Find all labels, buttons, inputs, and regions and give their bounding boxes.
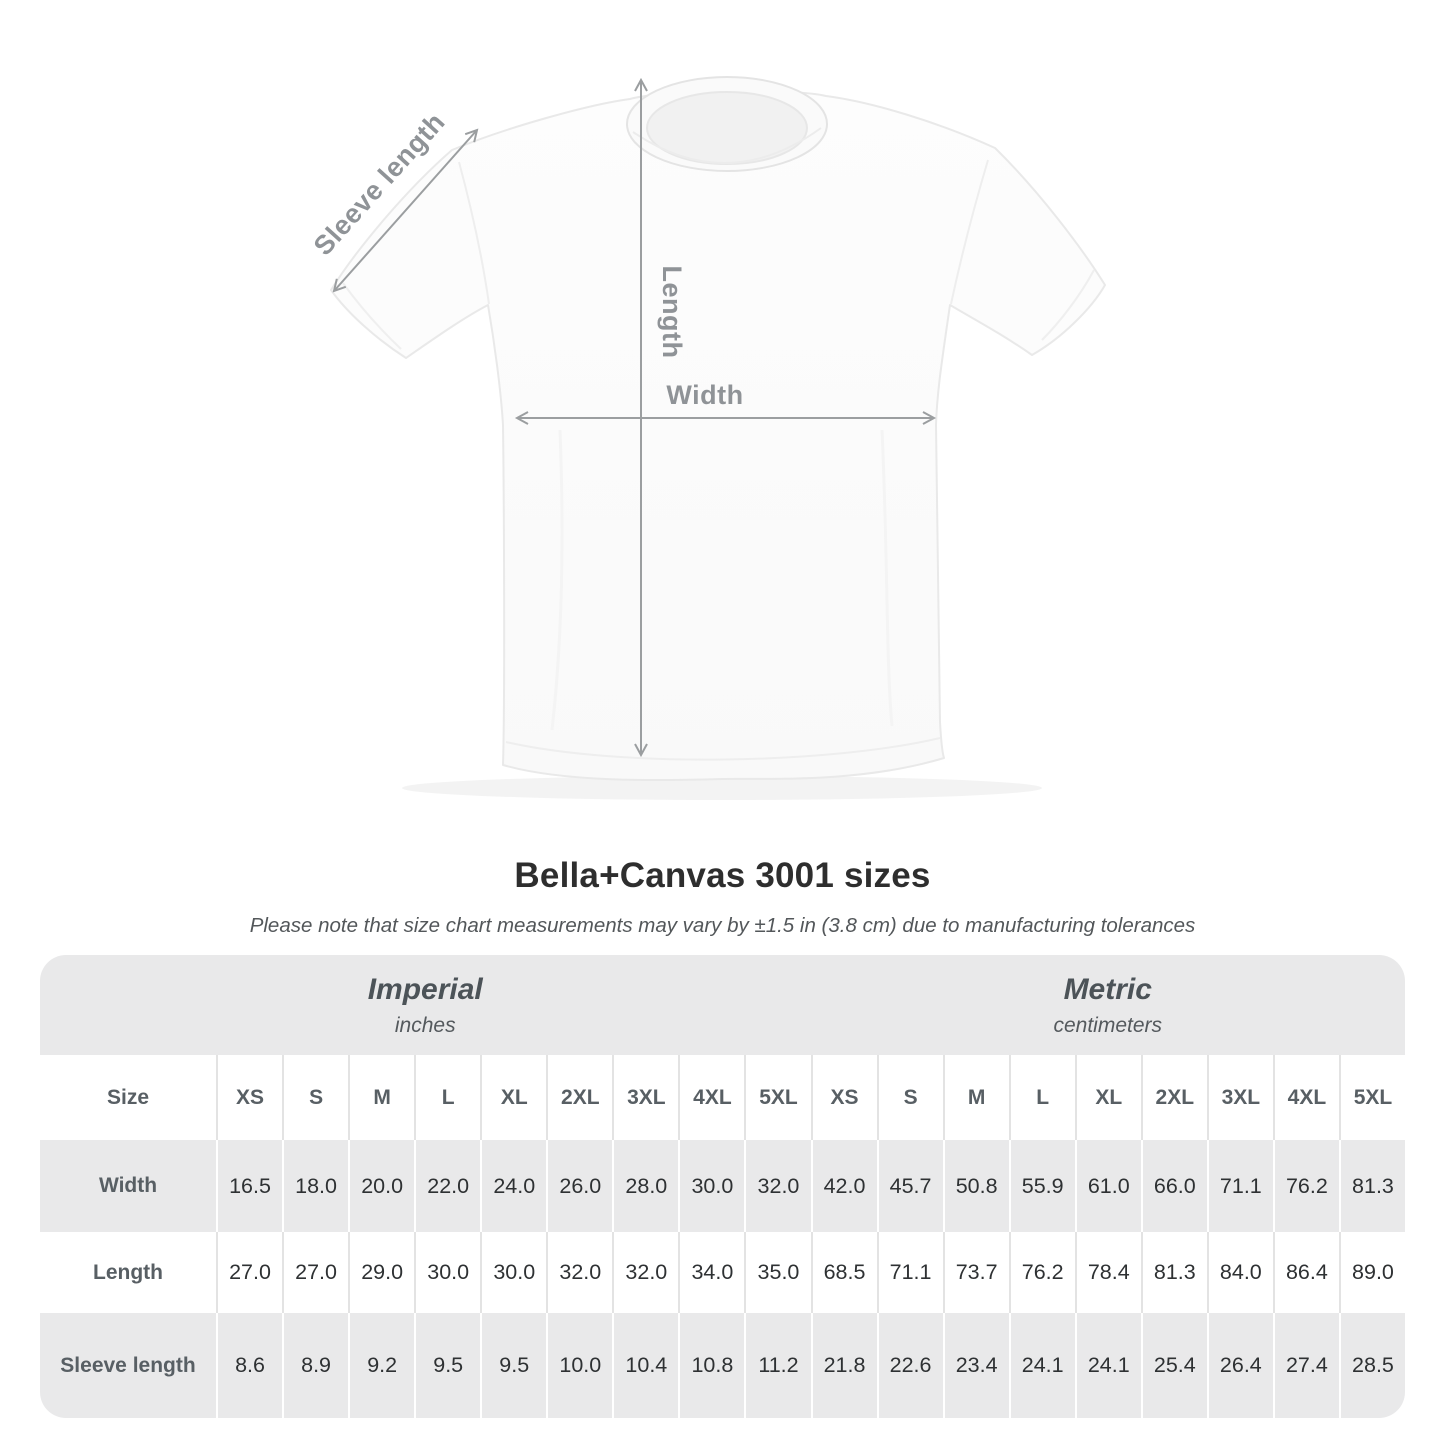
value-cell-metric: 45.7: [876, 1140, 943, 1232]
value-cell-imperial: 26.0: [546, 1140, 613, 1232]
value-cell-imperial: 10.0: [546, 1313, 613, 1418]
value-cell-imperial: 8.6: [216, 1313, 283, 1418]
value-cell-metric: 23.4: [942, 1313, 1009, 1418]
value-cell-metric: 84.0: [1206, 1232, 1273, 1313]
imperial-group-header: Imperial inches: [40, 955, 811, 1055]
value-cell-metric: 61.0: [1074, 1140, 1141, 1232]
row-label: Width: [40, 1140, 216, 1232]
size-header-cell: M: [942, 1055, 1009, 1140]
size-header-cell: 4XL: [678, 1055, 745, 1140]
value-cell-imperial: 9.2: [348, 1313, 415, 1418]
value-cell-metric: 86.4: [1272, 1232, 1339, 1313]
metric-group-header: Metric centimeters: [810, 955, 1405, 1055]
value-cell-imperial: 35.0: [744, 1232, 811, 1313]
sleeve-length-arrow: [332, 128, 479, 293]
value-cell-metric: 76.2: [1008, 1232, 1075, 1313]
size-header-cell: XL: [1074, 1055, 1141, 1140]
value-cell-imperial: 20.0: [348, 1140, 415, 1232]
size-header-cell: 5XL: [1338, 1055, 1405, 1140]
value-cell-imperial: 32.0: [546, 1232, 613, 1313]
value-cell-imperial: 11.2: [744, 1313, 811, 1418]
fold-left: [550, 429, 564, 731]
imperial-group-unit: inches: [394, 1013, 456, 1037]
value-cell-imperial: 24.0: [480, 1140, 547, 1232]
imperial-group-title: Imperial: [367, 972, 483, 1006]
size-header-cell: 2XL: [546, 1055, 613, 1140]
value-cell-imperial: 18.0: [282, 1140, 349, 1232]
value-cell-metric: 76.2: [1272, 1140, 1339, 1232]
shirt-body: [330, 90, 1106, 782]
value-cell-metric: 28.5: [1338, 1313, 1405, 1418]
value-cell-metric: 73.7: [942, 1232, 1009, 1313]
value-cell-metric: 81.3: [1140, 1232, 1207, 1313]
metric-group-unit: centimeters: [1053, 1013, 1163, 1037]
size-header-cell: S: [876, 1055, 943, 1140]
value-cell-imperial: 27.0: [216, 1232, 283, 1313]
fold-right: [880, 429, 894, 727]
collar-seam: [632, 127, 822, 164]
page-title: Bella+Canvas 3001 sizes: [514, 856, 931, 895]
value-cell-metric: 68.5: [810, 1232, 877, 1313]
value-cell-imperial: 9.5: [414, 1313, 481, 1418]
value-cell-imperial: 30.0: [480, 1232, 547, 1313]
right-cuff-stitch: [1041, 269, 1095, 341]
value-cell-imperial: 10.4: [612, 1313, 679, 1418]
value-cell-imperial: 32.0: [744, 1140, 811, 1232]
value-cell-imperial: 27.0: [282, 1232, 349, 1313]
shirt-shadow: [402, 776, 1042, 800]
value-cell-metric: 71.1: [876, 1232, 943, 1313]
value-cell-metric: 78.4: [1074, 1232, 1141, 1313]
value-cell-metric: 66.0: [1140, 1140, 1207, 1232]
size-header-cell: 3XL: [1206, 1055, 1273, 1140]
value-cell-imperial: 8.9: [282, 1313, 349, 1418]
value-cell-imperial: 28.0: [612, 1140, 679, 1232]
value-cell-metric: 89.0: [1338, 1232, 1405, 1313]
size-header-cell: L: [414, 1055, 481, 1140]
value-cell-metric: 50.8: [942, 1140, 1009, 1232]
tolerance-note: Please note that size chart measurements…: [249, 914, 1196, 937]
value-cell-metric: 25.4: [1140, 1313, 1207, 1418]
value-cell-metric: 24.1: [1074, 1313, 1141, 1418]
value-cell-imperial: 30.0: [678, 1140, 745, 1232]
size-header-cell: L: [1008, 1055, 1075, 1140]
shirt-diagram: Width Length Sleeve length: [308, 76, 1106, 800]
value-cell-imperial: 22.0: [414, 1140, 481, 1232]
width-arrow-label: Width: [666, 380, 743, 410]
value-cell-imperial: 9.5: [480, 1313, 547, 1418]
size-header-cell: XS: [216, 1055, 283, 1140]
size-header-cell: 3XL: [612, 1055, 679, 1140]
value-cell-metric: 55.9: [1008, 1140, 1075, 1232]
value-cell-imperial: 29.0: [348, 1232, 415, 1313]
value-cell-imperial: 34.0: [678, 1232, 745, 1313]
value-cell-metric: 71.1: [1206, 1140, 1273, 1232]
size-header-cell: S: [282, 1055, 349, 1140]
size-header-cell: M: [348, 1055, 415, 1140]
length-arrow-label: Length: [657, 266, 687, 359]
size-corner-label: Size: [40, 1055, 216, 1140]
value-cell-imperial: 30.0: [414, 1232, 481, 1313]
value-cell-metric: 24.1: [1008, 1313, 1075, 1418]
size-header-cell: 5XL: [744, 1055, 811, 1140]
shirt-image: Width Length Sleeve length: [308, 76, 1106, 800]
row-label: Length: [40, 1232, 216, 1313]
value-cell-metric: 22.6: [876, 1313, 943, 1418]
hem-stitch: [505, 737, 941, 761]
size-header-cell: 2XL: [1140, 1055, 1207, 1140]
row-label: Sleeve length: [40, 1313, 216, 1418]
size-header-cell: XL: [480, 1055, 547, 1140]
right-sleeve-seam: [950, 159, 989, 305]
value-cell-metric: 81.3: [1338, 1140, 1405, 1232]
size-table: Imperial inches Metric centimeters Size …: [40, 955, 1405, 1418]
value-cell-metric: 26.4: [1206, 1313, 1273, 1418]
value-cell-imperial: 10.8: [678, 1313, 745, 1418]
size-header-cell: XS: [810, 1055, 877, 1140]
value-cell-imperial: 16.5: [216, 1140, 283, 1232]
value-cell-metric: 27.4: [1272, 1313, 1339, 1418]
size-header-cell: 4XL: [1272, 1055, 1339, 1140]
metric-group-title: Metric: [1063, 972, 1152, 1006]
value-cell-metric: 42.0: [810, 1140, 877, 1232]
value-cell-metric: 21.8: [810, 1313, 877, 1418]
value-cell-imperial: 32.0: [612, 1232, 679, 1313]
